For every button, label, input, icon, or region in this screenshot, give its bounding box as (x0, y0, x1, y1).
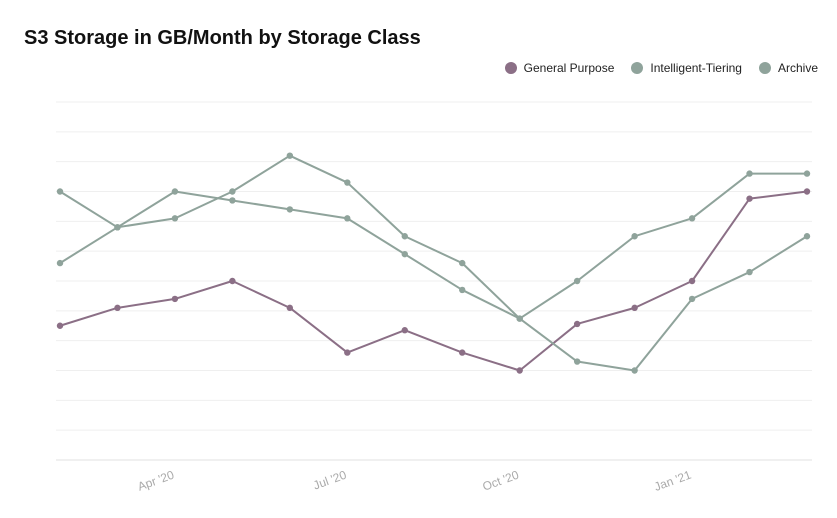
data-point-general-purpose[interactable] (114, 304, 121, 312)
series-lines (59, 154, 808, 372)
data-point-archive[interactable] (56, 259, 64, 267)
legend-item-general-purpose[interactable]: General Purpose (504, 61, 615, 75)
data-point-archive[interactable] (171, 215, 179, 222)
data-point-general-purpose[interactable] (56, 322, 64, 329)
data-point-general-purpose[interactable] (229, 277, 236, 285)
x-axis: Apr '20 Jul '20 Oct '20 Jan '21 (136, 468, 694, 494)
data-point-intelligent-tiering[interactable] (803, 233, 811, 240)
legend-label-archive: Archive (777, 61, 818, 75)
data-point-general-purpose[interactable] (631, 304, 638, 312)
data-point-archive[interactable] (114, 224, 121, 231)
data-point-general-purpose[interactable] (344, 349, 351, 356)
series-points (56, 152, 811, 374)
data-point-archive[interactable] (459, 259, 466, 267)
data-point-general-purpose[interactable] (286, 304, 294, 312)
data-point-intelligent-tiering[interactable] (171, 188, 179, 195)
data-point-general-purpose[interactable] (573, 320, 581, 328)
x-tick-label: Jul '20 (311, 468, 348, 493)
legend: General Purpose Intelligent-Tiering Arch… (504, 61, 818, 75)
series-line-intelligent-tiering[interactable] (59, 190, 808, 372)
legend-marker-intelligent-tiering (631, 62, 644, 74)
data-point-general-purpose[interactable] (688, 277, 696, 285)
data-point-archive[interactable] (688, 215, 696, 222)
data-point-general-purpose[interactable] (803, 188, 811, 195)
data-point-intelligent-tiering[interactable] (286, 206, 294, 213)
data-point-general-purpose[interactable] (516, 367, 523, 374)
data-point-archive[interactable] (286, 152, 294, 159)
data-point-general-purpose[interactable] (171, 295, 179, 303)
data-point-archive[interactable] (746, 170, 753, 177)
x-tick-label: Apr '20 (136, 468, 176, 494)
data-point-general-purpose[interactable] (746, 195, 753, 202)
data-point-archive[interactable] (229, 188, 236, 195)
data-point-intelligent-tiering[interactable] (229, 197, 236, 204)
data-point-archive[interactable] (516, 315, 523, 322)
data-point-intelligent-tiering[interactable] (401, 250, 408, 258)
data-point-intelligent-tiering[interactable] (573, 358, 581, 365)
chart-title: S3 Storage in GB/Month by Storage Class (24, 27, 421, 49)
data-point-archive[interactable] (573, 277, 581, 285)
x-tick-label: Oct '20 (481, 468, 521, 494)
data-point-intelligent-tiering[interactable] (688, 295, 696, 303)
data-point-archive[interactable] (344, 179, 351, 186)
legend-item-intelligent-tiering[interactable]: Intelligent-Tiering (631, 61, 742, 75)
data-point-intelligent-tiering[interactable] (344, 215, 351, 222)
legend-marker-archive (758, 62, 771, 74)
data-point-general-purpose[interactable] (401, 327, 408, 334)
series-line-archive[interactable] (59, 154, 808, 320)
legend-label-general-purpose: General Purpose (523, 61, 615, 75)
data-point-intelligent-tiering[interactable] (459, 286, 466, 294)
x-tick-label: Jan '21 (652, 468, 693, 494)
gridlines (56, 101, 812, 461)
data-point-archive[interactable] (401, 233, 408, 240)
data-point-intelligent-tiering[interactable] (746, 268, 753, 276)
series-line-general-purpose[interactable] (59, 190, 808, 372)
legend-marker-general-purpose (504, 62, 517, 74)
data-point-archive[interactable] (631, 233, 638, 240)
legend-item-archive[interactable]: Archive (758, 61, 818, 75)
data-point-general-purpose[interactable] (459, 349, 466, 356)
data-point-intelligent-tiering[interactable] (631, 367, 638, 374)
data-point-intelligent-tiering[interactable] (56, 188, 64, 195)
legend-label-intelligent-tiering: Intelligent-Tiering (650, 61, 742, 75)
data-point-archive[interactable] (803, 170, 811, 177)
